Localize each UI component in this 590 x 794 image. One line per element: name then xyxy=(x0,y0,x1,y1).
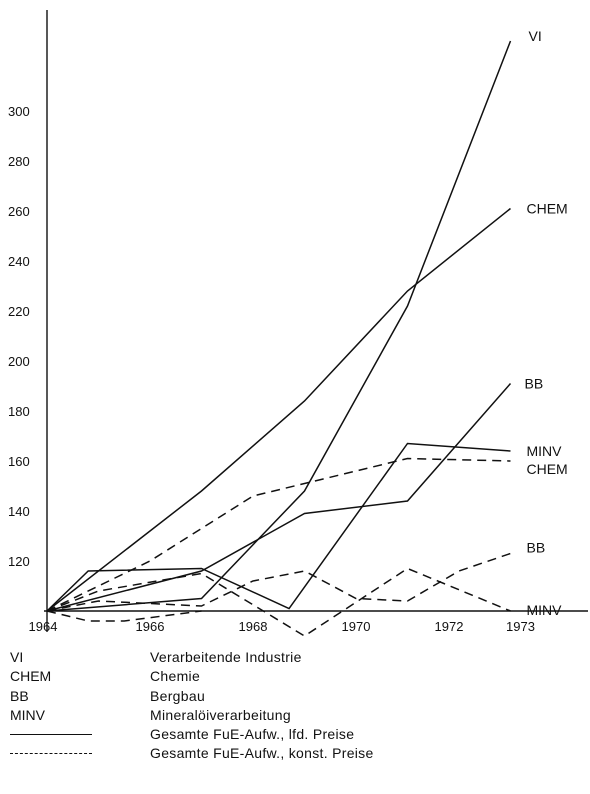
x-tick-label: 1966 xyxy=(136,619,165,634)
series-label: MINV xyxy=(527,602,563,618)
legend-description: Gesamte FuE-Aufw., konst. Preise xyxy=(150,745,374,762)
y-tick-label: 200 xyxy=(8,354,30,369)
solid-line-swatch xyxy=(10,734,92,736)
series-label: BB xyxy=(525,376,544,392)
y-tick-labels: 120 140 160 180 200 220 240 260 280 300 xyxy=(8,104,30,569)
series-line-solid-chem xyxy=(46,207,511,612)
series-line-solid-bb xyxy=(46,383,512,612)
series-label: CHEM xyxy=(527,461,568,477)
legend-key: MINV xyxy=(10,706,45,723)
legend-description: Chemie xyxy=(150,668,201,685)
series-line-dashed-extra xyxy=(46,610,202,622)
legend-row-bb: BB Bergbau xyxy=(10,687,570,706)
series-line-dashed-minv xyxy=(46,567,511,637)
x-tick-label: 1970 xyxy=(342,619,371,634)
dashed-line-swatch xyxy=(10,753,92,755)
series-lines xyxy=(46,40,512,637)
y-tick-label: 260 xyxy=(8,204,30,219)
y-tick-label: 160 xyxy=(8,454,30,469)
y-tick-label: 120 xyxy=(8,554,30,569)
legend-row-chem: CHEM Chemie xyxy=(10,667,570,686)
y-tick-label: 300 xyxy=(8,104,30,119)
series-label: BB xyxy=(527,540,546,556)
series-labels: VI CHEM BB MINV CHEM BB MINV xyxy=(525,28,568,618)
legend-description: Bergbau xyxy=(150,687,206,704)
x-tick-label: 1964 xyxy=(29,619,58,634)
legend-description: Mineralöiverarbeitung xyxy=(150,706,291,723)
legend-key: BB xyxy=(10,687,29,704)
legend-key: CHEM xyxy=(10,668,52,685)
legend: VI Verarbeitende Industrie CHEM Chemie B… xyxy=(10,648,570,764)
series-line-solid-vi xyxy=(46,40,512,612)
legend-row-solid-line: Gesamte FuE-Aufw., lfd. Preise xyxy=(10,725,570,744)
legend-row-dashed-line: Gesamte FuE-Aufw., konst. Preise xyxy=(10,744,570,763)
legend-description: Verarbeitende Industrie xyxy=(150,649,302,665)
x-tick-label: 1972 xyxy=(435,619,464,634)
legend-row-vi: VI Verarbeitende Industrie xyxy=(10,648,570,667)
legend-row-minv: MINV Mineralöiverarbeitung xyxy=(10,706,570,725)
y-tick-label: 140 xyxy=(8,504,30,519)
series-line-dashed-chem xyxy=(46,457,511,612)
legend-description: Gesamte FuE-Aufw., lfd. Preise xyxy=(150,726,355,743)
series-label: MINV xyxy=(527,443,563,459)
series-label: CHEM xyxy=(527,201,568,217)
x-tick-label: 1968 xyxy=(239,619,268,634)
y-tick-label: 180 xyxy=(8,404,30,419)
y-tick-label: 280 xyxy=(8,154,30,169)
series-label: VI xyxy=(529,28,542,44)
legend-key: VI xyxy=(10,649,24,665)
y-tick-label: 220 xyxy=(8,304,30,319)
series-line-solid-minv xyxy=(46,442,511,612)
x-tick-labels: 1964 1966 1968 1970 1972 1973 xyxy=(29,619,535,634)
y-tick-label: 240 xyxy=(8,254,30,269)
x-tick-label: 1973 xyxy=(506,619,535,634)
